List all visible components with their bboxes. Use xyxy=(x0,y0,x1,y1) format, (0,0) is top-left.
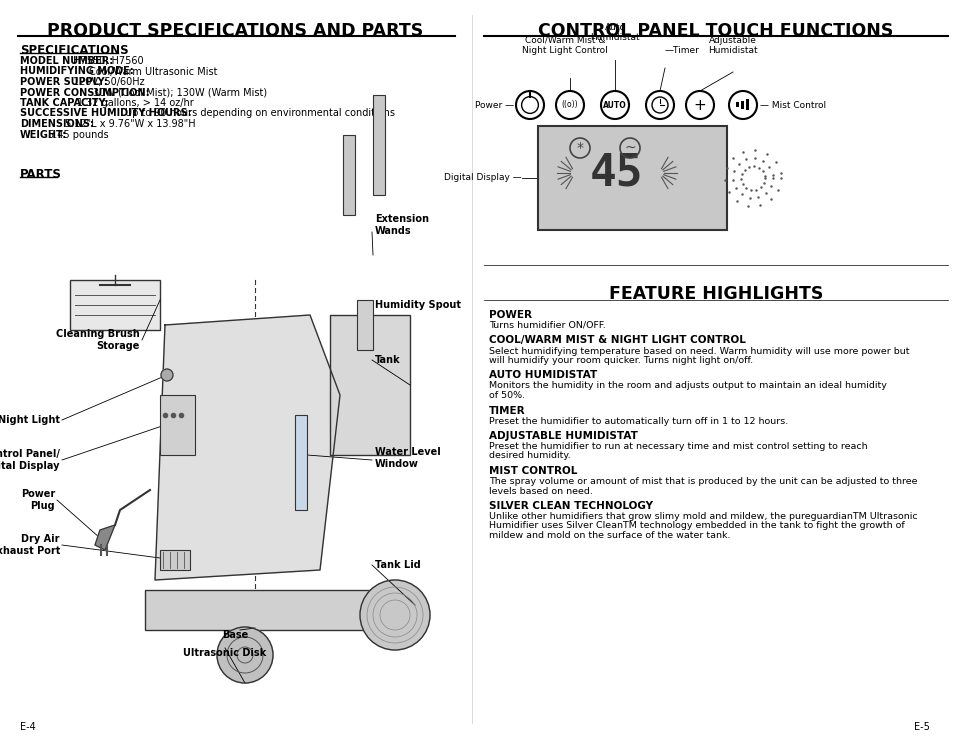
Text: Humidity Spout: Humidity Spout xyxy=(375,300,460,310)
Text: Select humidifying temperature based on need. Warm humidity will use more power : Select humidifying temperature based on … xyxy=(489,347,908,356)
Text: The spray volume or amount of mist that is produced by the unit can be adjusted : The spray volume or amount of mist that … xyxy=(489,477,917,486)
Circle shape xyxy=(216,627,273,683)
Text: DIMENSIONS:: DIMENSIONS: xyxy=(20,119,94,129)
Text: PARTS: PARTS xyxy=(20,168,62,181)
Text: ADJUSTABLE HUMIDISTAT: ADJUSTABLE HUMIDISTAT xyxy=(489,431,638,441)
FancyBboxPatch shape xyxy=(330,315,410,455)
Text: of 50%.: of 50%. xyxy=(489,391,524,400)
FancyBboxPatch shape xyxy=(294,415,307,510)
Text: COOL/WARM MIST & NIGHT LIGHT CONTROL: COOL/WARM MIST & NIGHT LIGHT CONTROL xyxy=(489,336,745,345)
Text: POWER: POWER xyxy=(489,310,532,320)
Text: E-4: E-4 xyxy=(20,722,35,732)
FancyBboxPatch shape xyxy=(735,102,739,107)
Circle shape xyxy=(161,369,172,381)
Text: POWER SUPPLY:: POWER SUPPLY: xyxy=(20,77,108,87)
Text: Humidifier uses Silver CleanTM technology embedded in the tank to fight the grow: Humidifier uses Silver CleanTM technolog… xyxy=(489,522,903,531)
FancyBboxPatch shape xyxy=(373,95,385,195)
Text: —Timer: —Timer xyxy=(664,46,700,55)
FancyBboxPatch shape xyxy=(70,280,160,330)
Text: 5.12"L x 9.76"W x 13.98"H: 5.12"L x 9.76"W x 13.98"H xyxy=(65,119,195,129)
Text: Ultrasonic Disk: Ultrasonic Disk xyxy=(183,648,266,658)
FancyBboxPatch shape xyxy=(537,126,726,230)
Text: Cool/Warm Mist &
Night Light Control: Cool/Warm Mist & Night Light Control xyxy=(521,35,607,55)
Circle shape xyxy=(359,580,430,650)
Text: — Mist Control: — Mist Control xyxy=(760,100,825,109)
Text: Monitors the humidity in the room and adjusts output to maintain an ideal humidi: Monitors the humidity in the room and ad… xyxy=(489,382,886,390)
Text: Night Light: Night Light xyxy=(0,415,60,425)
Text: Preset the humidifier to run at necessary time and mist control setting to reach: Preset the humidifier to run at necessar… xyxy=(489,442,866,451)
Text: 1.32 gallons, > 14 oz/hr: 1.32 gallons, > 14 oz/hr xyxy=(76,98,193,108)
Text: TANK CAPACITY:: TANK CAPACITY: xyxy=(20,98,109,108)
Text: TIMER: TIMER xyxy=(489,405,525,415)
Text: desired humidity.: desired humidity. xyxy=(489,452,570,461)
Text: Cleaning Brush
Storage: Cleaning Brush Storage xyxy=(56,329,140,351)
Text: SPECIFICATIONS: SPECIFICATIONS xyxy=(20,44,129,57)
Text: 5.45 pounds: 5.45 pounds xyxy=(49,129,109,139)
Text: POWER CONSUMPTION:: POWER CONSUMPTION: xyxy=(20,88,150,97)
Text: Base: Base xyxy=(222,630,248,640)
FancyBboxPatch shape xyxy=(740,101,743,109)
FancyBboxPatch shape xyxy=(160,550,190,570)
Text: ((o)): ((o)) xyxy=(561,100,578,109)
Text: WEIGHT:: WEIGHT: xyxy=(20,129,67,139)
Polygon shape xyxy=(154,315,339,580)
Text: Power —: Power — xyxy=(475,100,514,109)
Text: Water Level
Window: Water Level Window xyxy=(375,447,440,469)
FancyBboxPatch shape xyxy=(343,135,355,215)
Text: ~: ~ xyxy=(623,141,635,155)
Text: CONTROL PANEL TOUCH FUNCTIONS: CONTROL PANEL TOUCH FUNCTIONS xyxy=(537,22,893,40)
Text: Turns humidifier ON/OFF.: Turns humidifier ON/OFF. xyxy=(489,321,605,330)
Text: SUCCESSIVE HUMIDITY HOURS:: SUCCESSIVE HUMIDITY HOURS: xyxy=(20,108,192,119)
FancyBboxPatch shape xyxy=(160,395,194,455)
Text: levels based on need.: levels based on need. xyxy=(489,486,592,495)
Text: mildew and mold on the surface of the water tank.: mildew and mold on the surface of the wa… xyxy=(489,531,730,540)
Text: 45: 45 xyxy=(590,151,643,195)
Text: FEATURE HIGHLIGHTS: FEATURE HIGHLIGHTS xyxy=(608,285,822,303)
Text: *: * xyxy=(576,141,583,155)
Text: Auto
Humidistat: Auto Humidistat xyxy=(590,23,639,42)
Text: Cool/Warm Ultrasonic Mist: Cool/Warm Ultrasonic Mist xyxy=(89,66,217,77)
Polygon shape xyxy=(95,525,115,550)
Text: HUMIDIFYING MODE:: HUMIDIFYING MODE: xyxy=(20,66,133,77)
Text: E-5: E-5 xyxy=(913,722,929,732)
Text: Up to 90 hours depending on environmental conditions: Up to 90 hours depending on environmenta… xyxy=(125,108,395,119)
Text: PRODUCT SPECIFICATIONS AND PARTS: PRODUCT SPECIFICATIONS AND PARTS xyxy=(47,22,423,40)
Text: Tank Lid: Tank Lid xyxy=(375,560,420,570)
Text: will humidify your room quicker. Turns night light on/off.: will humidify your room quicker. Turns n… xyxy=(489,356,752,365)
Text: SILVER CLEAN TECHNOLOGY: SILVER CLEAN TECHNOLOGY xyxy=(489,501,652,511)
Text: MODEL NUMBER:: MODEL NUMBER: xyxy=(20,56,113,66)
Text: Power
Plug: Power Plug xyxy=(21,489,55,511)
Text: MIST CONTROL: MIST CONTROL xyxy=(489,466,577,476)
Text: AUTO HUMIDISTAT: AUTO HUMIDISTAT xyxy=(489,370,597,381)
Text: Tank: Tank xyxy=(375,355,400,365)
Text: +: + xyxy=(693,97,705,112)
Text: Dry Air
Exhaust Port: Dry Air Exhaust Port xyxy=(0,534,60,556)
FancyBboxPatch shape xyxy=(745,99,748,110)
Text: Digital Display —: Digital Display — xyxy=(444,173,521,182)
Text: Control Panel/
Digital Display: Control Panel/ Digital Display xyxy=(0,449,60,471)
Text: Unlike other humidifiers that grow slimy mold and mildew, the pureguardianTM Ult: Unlike other humidifiers that grow slimy… xyxy=(489,512,917,521)
Text: Preset the humidifier to automatically turn off in 1 to 12 hours.: Preset the humidifier to automatically t… xyxy=(489,416,787,426)
Text: 30W (Cool Mist); 130W (Warm Mist): 30W (Cool Mist); 130W (Warm Mist) xyxy=(92,88,267,97)
FancyBboxPatch shape xyxy=(356,300,373,350)
FancyBboxPatch shape xyxy=(145,590,399,630)
Text: Extension
Wands: Extension Wands xyxy=(375,214,429,236)
Text: Adjustable
Humidistat: Adjustable Humidistat xyxy=(707,35,757,55)
Text: AUTO: AUTO xyxy=(602,100,626,109)
Text: H7550, H7560: H7550, H7560 xyxy=(72,56,143,66)
Text: 120V, 50/60Hz: 120V, 50/60Hz xyxy=(72,77,144,87)
